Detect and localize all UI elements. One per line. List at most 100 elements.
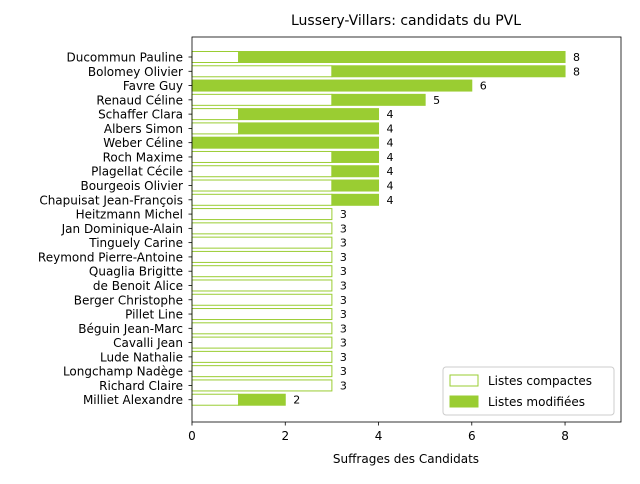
legend: Listes compactes Listes modifiées: [442, 366, 615, 416]
bar-compact: [191, 193, 333, 206]
bar-compact: [191, 93, 333, 106]
bar-modified: [331, 179, 380, 192]
bar-compact: [191, 293, 333, 306]
bar-compact: [191, 65, 333, 78]
total-label: 4: [387, 151, 394, 164]
y-tick-label: Lude Nathalie: [100, 350, 183, 364]
total-label: 3: [340, 294, 347, 307]
y-tick-label: Milliet Alexandre: [83, 393, 183, 407]
y-tick-label: Reymond Pierre-Antoine: [38, 250, 183, 264]
bar-compact: [191, 265, 333, 278]
total-label: 3: [340, 237, 347, 250]
bars-group: [191, 51, 566, 406]
y-tick-label: Berger Christophe: [74, 293, 183, 307]
y-tick-label: Pillet Line: [125, 308, 183, 322]
total-label: 3: [340, 279, 347, 292]
total-label: 8: [573, 65, 580, 78]
chart-title: Lussery-Villars: candidats du PVL: [291, 13, 521, 29]
y-tick-label: Quaglia Brigitte: [89, 265, 183, 279]
y-tick-label: Richard Claire: [99, 379, 183, 393]
total-label: 4: [387, 180, 394, 193]
total-label: 3: [340, 308, 347, 321]
bar-modified: [331, 150, 380, 163]
y-tick-label: Cavalli Jean: [113, 336, 183, 350]
bar-modified: [238, 51, 566, 63]
bar-compact: [191, 208, 333, 221]
total-label: 3: [340, 222, 347, 235]
total-label: 2: [293, 394, 300, 407]
total-label: 3: [340, 251, 347, 264]
plot-frame: [191, 36, 622, 423]
y-tick-label: Jan Dominique-Alain: [61, 222, 183, 236]
bar-compact: [191, 165, 333, 178]
total-label: 3: [340, 365, 347, 378]
bar-compact: [191, 222, 333, 235]
bar-modified: [238, 122, 380, 135]
bar-modified: [331, 165, 380, 178]
bar-compact: [191, 236, 333, 249]
y-tick-label: de Benoit Alice: [93, 279, 183, 293]
bar-modified: [331, 193, 380, 206]
bar-compact: [191, 322, 333, 335]
x-tick-label: 8: [561, 429, 569, 443]
bar-compact: [191, 365, 333, 378]
y-tick-label: Schaffer Clara: [98, 108, 183, 122]
legend-swatch: [449, 395, 479, 408]
bar-compact: [191, 250, 333, 263]
x-tick-label: 4: [375, 429, 383, 443]
total-label: 3: [340, 337, 347, 350]
bar-compact: [191, 150, 333, 163]
total-label: 3: [340, 351, 347, 364]
legend-label: Listes modifiées: [488, 395, 585, 409]
bar-compact: [191, 279, 333, 292]
legend-box: [442, 366, 615, 416]
x-axis-label: Suffrages des Candidats: [333, 452, 479, 466]
y-tick-label: Bolomey Olivier: [88, 65, 183, 79]
bar-modified: [331, 93, 426, 106]
y-tick-label: Roch Maxime: [103, 150, 183, 164]
total-label: 6: [480, 80, 487, 93]
y-tick-label: Bourgeois Olivier: [80, 179, 183, 193]
total-label: 3: [340, 208, 347, 221]
x-tick-label: 2: [281, 429, 289, 443]
bar-modified: [191, 79, 473, 92]
x-tick-label: 6: [468, 429, 476, 443]
y-tick-label: Chapuisat Jean-François: [39, 193, 183, 207]
x-tick-label: 0: [188, 429, 196, 443]
y-tick-label: Renaud Céline: [96, 93, 183, 107]
bar-compact: [191, 179, 333, 192]
legend-swatch: [449, 374, 479, 387]
total-label: 4: [387, 194, 394, 207]
total-label: 4: [387, 137, 394, 150]
y-tick-label: Favre Guy: [123, 79, 183, 93]
bar-compact: [191, 308, 333, 321]
total-label: 4: [387, 108, 394, 121]
total-label: 3: [340, 265, 347, 278]
bar-compact: [191, 108, 240, 121]
bar-modified: [238, 393, 286, 406]
y-tick-label: Longchamp Nadège: [63, 365, 183, 379]
bar-modified: [331, 65, 566, 78]
bar-modified: [191, 136, 380, 149]
total-label: 4: [387, 122, 394, 135]
total-label: 3: [340, 379, 347, 392]
total-label: 4: [387, 165, 394, 178]
y-tick-label: Albers Simon: [104, 122, 183, 136]
y-tick-label: Tinguely Carine: [88, 236, 183, 250]
y-tick-label: Heitzmann Michel: [76, 208, 183, 222]
total-label: 5: [433, 94, 440, 107]
bar-compact: [191, 336, 333, 349]
legend-label: Listes compactes: [488, 374, 592, 388]
y-tick-label: Ducommun Pauline: [66, 51, 183, 65]
bar-compact: [191, 350, 333, 363]
total-label: 8: [573, 51, 580, 64]
bar-compact: [191, 122, 240, 135]
y-tick-label: Plagellat Cécile: [91, 165, 183, 179]
x-axis-ticks: 0 2 4 6 8: [188, 422, 569, 443]
bar-compact: [191, 379, 333, 392]
y-tick-label: Béguin Jean-Marc: [78, 322, 183, 336]
y-tick-label: Weber Céline: [103, 136, 183, 150]
